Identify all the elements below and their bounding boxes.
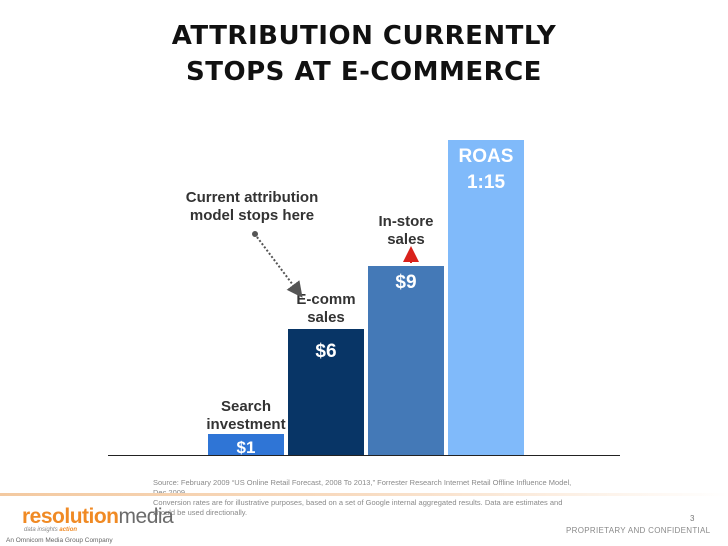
bar-search-investment	[208, 434, 284, 455]
category-label-ecomm-line2: sales	[307, 309, 345, 326]
bar-instore-sales	[368, 266, 444, 455]
source-line-1: Source: February 2009 “US Online Retail …	[153, 478, 572, 487]
logo-tagline: data insights action	[24, 527, 77, 533]
footer-divider	[0, 493, 728, 496]
source-line-2: Dec 2009.	[153, 488, 603, 498]
title-line-1: ATTRIBUTION CURRENTLY	[171, 21, 557, 51]
roas-ratio-label: 1:15	[467, 172, 505, 193]
roas-label: ROAS	[459, 146, 514, 167]
category-label-search-line2: investment	[206, 416, 285, 433]
category-label-instore-line2: sales	[387, 231, 425, 248]
omnicom-tagline: An Omnicom Media Group Company	[6, 537, 113, 544]
bar-roas	[448, 140, 524, 455]
category-label-ecomm-line1: E-comm	[296, 291, 355, 308]
title-line-2: STOPS AT E-COMMERCE	[186, 57, 542, 87]
annotation-line2: model stops here	[190, 207, 314, 224]
logo-brand-part2: media	[118, 505, 174, 528]
logo-tagline-part2: action	[59, 527, 78, 533]
value-label-search: $1	[237, 438, 256, 457]
annotation-dot-icon	[252, 231, 258, 237]
bar-ecomm-sales	[288, 329, 364, 455]
proprietary-notice: PROPRIETARY AND CONFIDENTIAL	[566, 526, 711, 535]
resolution-media-logo: resolutionmedia	[22, 505, 174, 529]
page-number: 3	[690, 514, 695, 523]
source-note: Source: February 2009 “US Online Retail …	[153, 478, 603, 518]
logo-tagline-part1: data insights	[24, 527, 58, 533]
source-line-4: should be used directionally.	[153, 508, 248, 517]
annotation-line1: Current attribution	[186, 189, 319, 206]
value-label-ecomm: $6	[315, 341, 336, 362]
annotation-arrow-icon	[256, 236, 303, 298]
category-label-search-line1: Search	[221, 398, 271, 415]
slide-title: ATTRIBUTION CURRENTLY STOPS AT E-COMMERC…	[0, 18, 728, 90]
category-label-instore-line1: In-store	[378, 213, 433, 230]
source-line-3: Conversion rates are for illustrative pu…	[153, 498, 563, 507]
value-label-instore: $9	[395, 272, 416, 293]
logo-brand-part1: resolution	[22, 505, 119, 528]
